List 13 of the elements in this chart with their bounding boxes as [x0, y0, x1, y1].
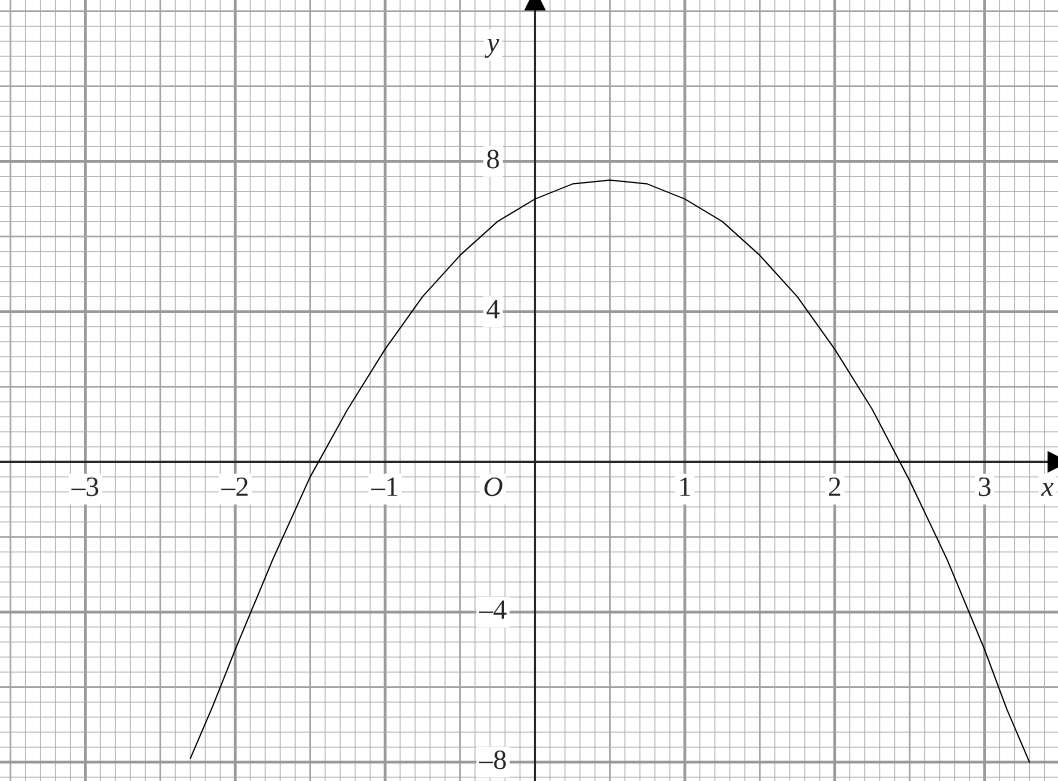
annotation: O: [484, 477, 503, 497]
x-axis-title: x: [1041, 483, 1054, 496]
y-tick-label: 8: [487, 149, 499, 169]
y-axis-title: y: [484, 38, 500, 58]
x-tick-label: 1: [680, 477, 691, 496]
y-tick-label: –4: [478, 600, 507, 619]
x-tick-label: 3: [978, 477, 991, 497]
x-tick-label: –2: [221, 477, 248, 496]
x-tick-label: –1: [371, 477, 398, 496]
y-tick-label: –8: [478, 750, 506, 770]
x-tick-label: 2: [828, 477, 841, 496]
x-tick-label: –3: [71, 477, 99, 497]
y-tick-label: 4: [486, 300, 500, 319]
